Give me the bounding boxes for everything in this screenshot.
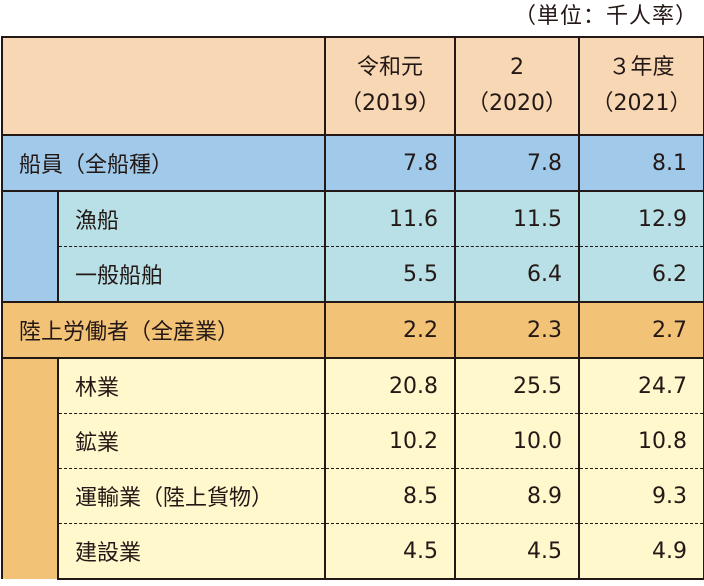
table-row: 建設業 4.5 4.5 4.9 bbox=[2, 523, 704, 580]
value-cell: 6.4 bbox=[454, 246, 580, 303]
unit-note: （単位：千人率） bbox=[513, 4, 698, 29]
group-label: 船員（全船種） bbox=[1, 134, 326, 192]
accident-rate-table: 令和元 （2019） 2 （2020） ３年度 （2021） 船員（全船種） 7… bbox=[1, 36, 704, 580]
table-row: 漁船 11.6 11.5 12.9 bbox=[1, 190, 704, 302]
row-label: 林業 bbox=[57, 357, 326, 414]
header-year-2020: 2 （2020） bbox=[454, 36, 580, 136]
row-label: 運輸業（陸上貨物） bbox=[57, 468, 326, 524]
value-cell: 10.0 bbox=[454, 413, 580, 469]
value-cell: 8.1 bbox=[578, 134, 704, 192]
value-cell: 8.9 bbox=[454, 468, 580, 524]
value-cell: 12.9 bbox=[578, 190, 704, 247]
row-label: 建設業 bbox=[57, 523, 326, 580]
group-indent-seafarers bbox=[1, 191, 59, 302]
value-cell: 4.5 bbox=[454, 523, 580, 580]
value-cell: 6.2 bbox=[578, 246, 704, 303]
value-cell: 10.2 bbox=[324, 413, 456, 469]
value-cell: 25.5 bbox=[454, 357, 580, 414]
group-indent-land-workers bbox=[1, 358, 59, 579]
group-row-land-workers: 陸上労働者（全産業） 2.2 2.3 2.7 bbox=[1, 301, 704, 359]
value-cell: 9.3 bbox=[578, 468, 704, 524]
table-row: 一般船舶 5.5 6.4 6.2 bbox=[2, 246, 704, 303]
value-cell: 10.8 bbox=[578, 413, 704, 469]
value-cell: 4.5 bbox=[324, 523, 456, 580]
value-cell: 7.8 bbox=[454, 134, 580, 192]
value-cell: 11.6 bbox=[324, 190, 456, 247]
value-cell: 20.8 bbox=[324, 357, 456, 414]
value-cell: 8.5 bbox=[324, 468, 456, 524]
table-row: 林業 20.8 25.5 24.7 bbox=[1, 357, 704, 579]
group-row-seafarers: 船員（全船種） 7.8 7.8 8.1 bbox=[1, 134, 704, 192]
value-cell: 24.7 bbox=[578, 357, 704, 414]
group-label: 陸上労働者（全産業） bbox=[1, 301, 326, 359]
table-row: 運輸業（陸上貨物） 8.5 8.9 9.3 bbox=[2, 468, 704, 524]
value-cell: 11.5 bbox=[454, 190, 580, 247]
row-label: 鉱業 bbox=[57, 413, 326, 469]
row-label: 一般船舶 bbox=[57, 246, 326, 303]
value-cell: 7.8 bbox=[324, 134, 456, 192]
value-cell: 2.3 bbox=[454, 301, 580, 359]
value-cell: 4.9 bbox=[578, 523, 704, 580]
value-cell: 2.2 bbox=[324, 301, 456, 359]
header-row: 令和元 （2019） 2 （2020） ３年度 （2021） bbox=[1, 36, 704, 136]
header-label-cell bbox=[1, 36, 326, 136]
header-year-2019: 令和元 （2019） bbox=[324, 36, 456, 136]
table-row: 鉱業 10.2 10.0 10.8 bbox=[2, 413, 704, 469]
value-cell: 5.5 bbox=[324, 246, 456, 303]
value-cell: 2.7 bbox=[578, 301, 704, 359]
row-label: 漁船 bbox=[57, 190, 326, 247]
header-year-2021: ３年度 （2021） bbox=[578, 36, 704, 136]
